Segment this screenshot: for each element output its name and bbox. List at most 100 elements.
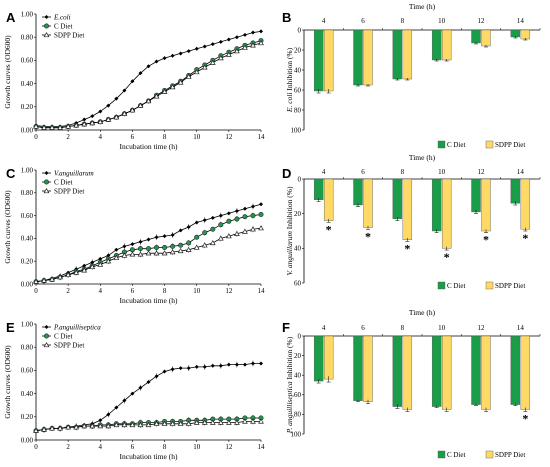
y-tick-label: 100: [291, 430, 302, 438]
category-label: 10: [438, 17, 446, 25]
legend-marker: [43, 333, 49, 339]
y-tick-label: 0.40: [21, 80, 34, 88]
y-tick-label: 0: [298, 175, 302, 183]
bar-1: [520, 29, 531, 40]
y-tick-label: 0.20: [21, 258, 34, 266]
top-axis-label: Time (h): [409, 153, 436, 162]
data-point: [90, 260, 95, 265]
bar-1: [520, 178, 531, 230]
data-point: [137, 102, 144, 108]
panel-label: C: [6, 166, 16, 181]
data-point: [121, 421, 128, 428]
bar-0: [313, 335, 324, 382]
bar-1: [363, 335, 373, 402]
x-tick-label: 2: [66, 287, 70, 295]
data-point: [250, 42, 256, 48]
panel-label: E: [6, 320, 15, 335]
data-point: [242, 32, 247, 37]
data-point: [258, 225, 264, 231]
data-point: [210, 42, 215, 47]
data-point: [178, 228, 183, 233]
y-tick-label: 40: [294, 245, 302, 253]
x-tick-label: 6: [131, 287, 135, 295]
data-point: [89, 120, 96, 126]
category-label: 8: [401, 324, 405, 332]
data-point: [90, 114, 95, 119]
bar-0: [510, 178, 521, 204]
legend-label: SDPP Diet: [495, 282, 525, 290]
bar-0: [392, 29, 403, 80]
bar-0: [510, 29, 521, 38]
data-point: [242, 206, 247, 211]
category-label: 12: [478, 324, 486, 332]
x-axis-label: Incubation time (h): [120, 296, 178, 305]
data-point: [169, 420, 176, 426]
legend-marker: [43, 187, 50, 194]
data-point: [65, 424, 72, 430]
data-point: [162, 56, 167, 61]
series-triangle: [33, 225, 264, 284]
legend-label: SDPP Diet: [495, 141, 525, 149]
y-tick-label: 1.00: [21, 10, 34, 18]
data-point: [73, 269, 80, 275]
bar-0: [471, 29, 481, 44]
bar-1: [323, 29, 334, 92]
data-point: [250, 213, 256, 219]
bar-0: [392, 335, 403, 407]
y-tick-label: 0.00: [21, 126, 34, 134]
data-point: [217, 235, 224, 241]
x-tick-label: 12: [225, 133, 233, 141]
data-point: [201, 242, 208, 248]
data-point: [145, 421, 152, 428]
data-point: [97, 423, 104, 429]
data-point: [201, 419, 208, 425]
data-point: [146, 237, 151, 242]
line-panel-A: A 0.00 0.20 0.40 0.60 0.80 1.00 0 2 4 6 8 10 12 14 Incu…: [3, 10, 265, 151]
legend-label: SDPP Diet: [54, 341, 84, 349]
data-point: [154, 245, 160, 251]
series-triangle: [33, 39, 264, 130]
y-axis-label-rest: Inhibition (%): [285, 186, 294, 231]
data-point: [145, 97, 152, 104]
data-point: [234, 209, 239, 214]
top-axis-label: Time (h): [409, 308, 436, 317]
y-tick-label: 0.80: [21, 344, 34, 352]
x-tick-label: 0: [34, 443, 38, 451]
data-point: [242, 418, 248, 424]
legend-label: C Diet: [54, 22, 73, 30]
data-point: [113, 254, 120, 260]
data-point: [154, 235, 159, 240]
data-point: [33, 278, 39, 284]
data-point: [162, 234, 167, 239]
data-point: [234, 35, 239, 40]
bar-panel-D: D Time (h) 0 20 40 60V. anguillarum Inhibitio…: [282, 153, 541, 290]
data-point: [258, 418, 264, 424]
data-point: [89, 263, 96, 270]
significance-marker: *: [522, 231, 528, 245]
category-label: 4: [322, 168, 326, 176]
data-point: [233, 230, 240, 236]
data-point: [49, 124, 55, 130]
data-point: [114, 405, 119, 410]
data-point: [169, 249, 176, 255]
significance-marker: *: [444, 250, 450, 264]
category-label: 4: [322, 324, 326, 332]
data-point: [154, 59, 159, 64]
x-tick-label: 10: [193, 133, 201, 141]
x-tick-label: 8: [163, 133, 167, 141]
bar-0: [392, 178, 403, 220]
data-point: [250, 361, 255, 366]
y-axis-label-species: E. coli: [285, 93, 294, 114]
data-point: [250, 226, 256, 232]
x-tick-label: 12: [225, 443, 233, 451]
y-axis-label-species: P. anguilliseptica: [285, 381, 294, 434]
bar-1: [441, 178, 452, 249]
data-point: [177, 247, 184, 254]
data-point: [202, 44, 207, 49]
data-point: [114, 96, 119, 101]
bar-0: [471, 178, 481, 213]
x-tick-label: 14: [258, 443, 266, 451]
data-point: [105, 116, 112, 122]
data-point: [41, 277, 47, 283]
x-tick-label: 6: [131, 133, 135, 141]
